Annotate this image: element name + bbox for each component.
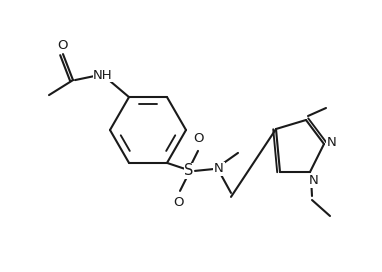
Text: O: O bbox=[57, 39, 67, 52]
Text: O: O bbox=[174, 196, 184, 209]
Text: S: S bbox=[184, 163, 194, 178]
Text: N: N bbox=[309, 175, 319, 187]
Text: N: N bbox=[214, 162, 224, 175]
Text: N: N bbox=[327, 135, 337, 149]
Text: O: O bbox=[194, 132, 204, 146]
Text: NH: NH bbox=[93, 69, 113, 82]
